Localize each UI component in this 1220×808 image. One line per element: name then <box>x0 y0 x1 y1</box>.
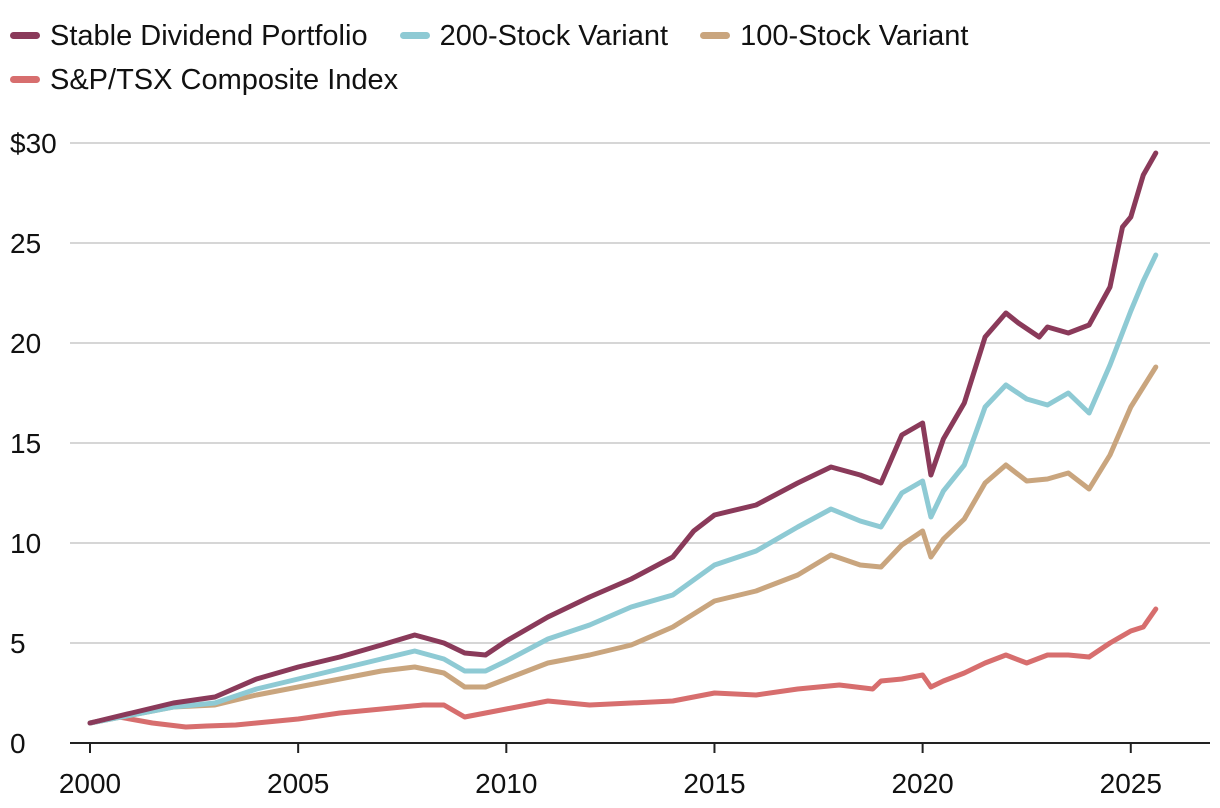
legend-label-200: 200-Stock Variant <box>439 20 669 52</box>
x-tick-label-2025: 2025 <box>1100 768 1162 799</box>
legend-swatch-100 <box>700 31 731 39</box>
series-line-stable-dividend <box>87 150 1159 726</box>
y-tick-label-0: 0 <box>10 728 26 759</box>
series-line-200-stock <box>87 252 1159 726</box>
y-tick-label-25: 25 <box>10 228 41 259</box>
y-tick-label-20: 20 <box>10 328 41 359</box>
legend-item-tsx: S&P/TSX Composite Index <box>10 58 398 102</box>
legend-label-100: 100-Stock Variant <box>740 20 969 52</box>
x-tick-label-2005: 2005 <box>267 768 329 799</box>
legend-item-100-stock: 100-Stock Variant <box>700 14 968 58</box>
y-tick-label-30: $30 <box>10 128 57 159</box>
y-tick-label-15: 15 <box>10 428 41 459</box>
x-tick-label-2015: 2015 <box>683 768 745 799</box>
legend-swatch-tsx <box>10 75 40 83</box>
chart-legend: Stable Dividend Portfolio 200-Stock Vari… <box>10 14 1190 102</box>
x-tick-label-2000: 2000 <box>59 768 121 799</box>
x-tick-label-2010: 2010 <box>475 768 537 799</box>
series-line-tsx <box>87 606 1159 730</box>
series-line-100-stock <box>87 364 1159 726</box>
grid-layer <box>70 142 1210 644</box>
legend-item-stable-dividend: Stable Dividend Portfolio <box>10 14 368 58</box>
legend-swatch-200 <box>399 31 430 39</box>
x-tick-label-2020: 2020 <box>891 768 953 799</box>
legend-item-200-stock: 200-Stock Variant <box>399 14 669 58</box>
y-tick-label-5: 5 <box>10 628 26 659</box>
legend-label-stable: Stable Dividend Portfolio <box>50 20 368 52</box>
legend-label-tsx: S&P/TSX Composite Index <box>50 64 399 96</box>
series-layer <box>87 150 1159 730</box>
y-tick-label-10: 10 <box>10 528 41 559</box>
legend-swatch-stable <box>10 31 40 39</box>
